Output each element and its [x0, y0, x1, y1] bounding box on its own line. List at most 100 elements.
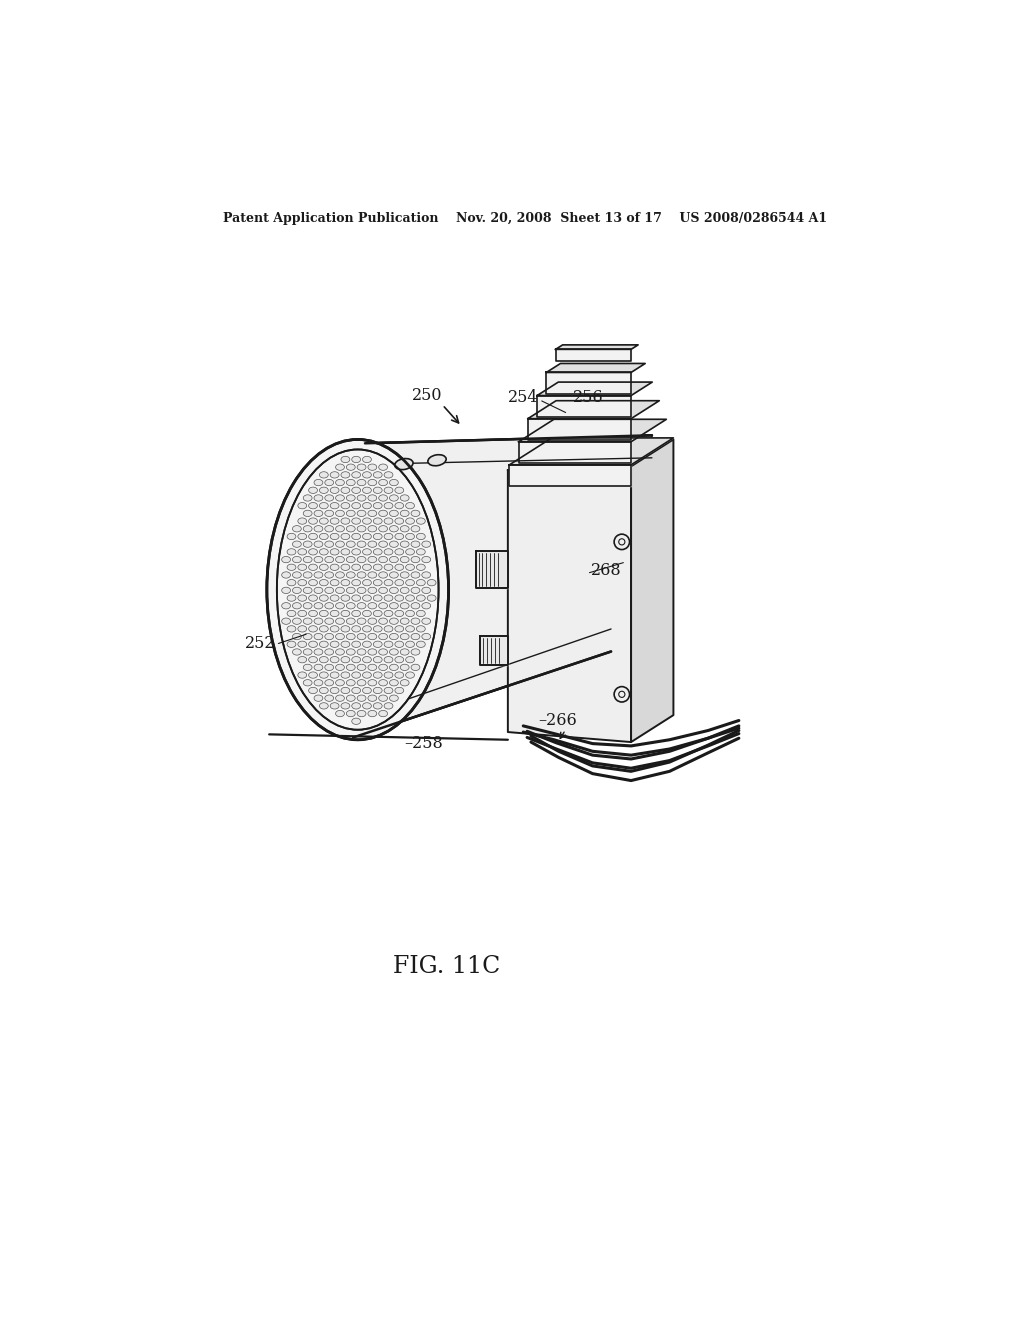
Ellipse shape [314, 587, 323, 594]
Ellipse shape [411, 649, 420, 655]
Ellipse shape [411, 525, 420, 532]
Ellipse shape [368, 572, 377, 578]
Ellipse shape [336, 710, 344, 717]
Polygon shape [631, 440, 674, 742]
Text: 256: 256 [573, 388, 604, 405]
Ellipse shape [341, 487, 350, 494]
Ellipse shape [298, 610, 307, 616]
Ellipse shape [303, 495, 312, 502]
Ellipse shape [319, 471, 329, 478]
Ellipse shape [325, 634, 334, 640]
Ellipse shape [395, 610, 403, 616]
Ellipse shape [422, 603, 431, 609]
Ellipse shape [330, 595, 339, 601]
Ellipse shape [374, 471, 382, 478]
Ellipse shape [319, 533, 329, 540]
Ellipse shape [362, 457, 372, 462]
Ellipse shape [293, 541, 301, 548]
Ellipse shape [352, 595, 360, 601]
Polygon shape [538, 396, 631, 417]
Ellipse shape [395, 487, 403, 494]
Ellipse shape [379, 649, 387, 655]
Ellipse shape [417, 533, 425, 540]
Ellipse shape [336, 495, 344, 502]
Ellipse shape [395, 626, 403, 632]
Ellipse shape [341, 533, 350, 540]
Ellipse shape [389, 696, 398, 701]
Ellipse shape [325, 495, 334, 502]
Ellipse shape [357, 479, 366, 486]
Ellipse shape [336, 603, 344, 609]
Ellipse shape [422, 557, 431, 562]
Ellipse shape [314, 696, 323, 701]
Ellipse shape [303, 664, 312, 671]
Ellipse shape [406, 672, 415, 678]
Ellipse shape [374, 626, 382, 632]
Ellipse shape [308, 517, 317, 524]
Ellipse shape [298, 533, 307, 540]
Ellipse shape [368, 696, 377, 701]
Ellipse shape [346, 465, 355, 470]
Ellipse shape [406, 549, 415, 554]
Ellipse shape [341, 517, 350, 524]
Ellipse shape [330, 487, 339, 494]
Ellipse shape [293, 649, 301, 655]
Ellipse shape [406, 595, 415, 601]
Ellipse shape [330, 688, 339, 693]
Ellipse shape [362, 564, 372, 570]
Ellipse shape [362, 579, 372, 586]
Ellipse shape [362, 533, 372, 540]
Ellipse shape [308, 672, 317, 678]
Ellipse shape [352, 718, 360, 725]
Ellipse shape [336, 634, 344, 640]
Ellipse shape [379, 696, 387, 701]
Ellipse shape [346, 634, 355, 640]
Ellipse shape [330, 533, 339, 540]
Ellipse shape [298, 656, 307, 663]
Ellipse shape [352, 672, 360, 678]
Ellipse shape [308, 656, 317, 663]
Ellipse shape [298, 579, 307, 586]
Ellipse shape [314, 557, 323, 562]
Ellipse shape [362, 688, 372, 693]
Ellipse shape [346, 680, 355, 686]
Ellipse shape [303, 525, 312, 532]
Ellipse shape [400, 572, 410, 578]
Polygon shape [508, 466, 631, 742]
Ellipse shape [357, 541, 366, 548]
Ellipse shape [346, 618, 355, 624]
Polygon shape [528, 401, 659, 418]
Text: FIG. 11C: FIG. 11C [392, 956, 500, 978]
Ellipse shape [395, 458, 413, 470]
Ellipse shape [308, 626, 317, 632]
Ellipse shape [282, 572, 291, 578]
Ellipse shape [374, 656, 382, 663]
Ellipse shape [374, 487, 382, 494]
Ellipse shape [330, 517, 339, 524]
Ellipse shape [336, 525, 344, 532]
Ellipse shape [336, 649, 344, 655]
Ellipse shape [406, 533, 415, 540]
Ellipse shape [330, 549, 339, 554]
Ellipse shape [395, 642, 403, 647]
Polygon shape [353, 436, 652, 738]
Ellipse shape [389, 587, 398, 594]
Ellipse shape [341, 672, 350, 678]
Ellipse shape [352, 503, 360, 508]
Ellipse shape [395, 549, 403, 554]
Ellipse shape [357, 557, 366, 562]
Ellipse shape [287, 626, 296, 632]
Ellipse shape [374, 595, 382, 601]
Text: –258: –258 [403, 735, 442, 752]
Ellipse shape [395, 533, 403, 540]
Ellipse shape [319, 656, 329, 663]
Ellipse shape [411, 541, 420, 548]
Ellipse shape [422, 587, 431, 594]
Ellipse shape [400, 511, 410, 516]
Ellipse shape [395, 672, 403, 678]
Ellipse shape [379, 479, 387, 486]
Ellipse shape [303, 618, 312, 624]
Ellipse shape [362, 642, 372, 647]
Ellipse shape [384, 688, 393, 693]
Ellipse shape [308, 579, 317, 586]
